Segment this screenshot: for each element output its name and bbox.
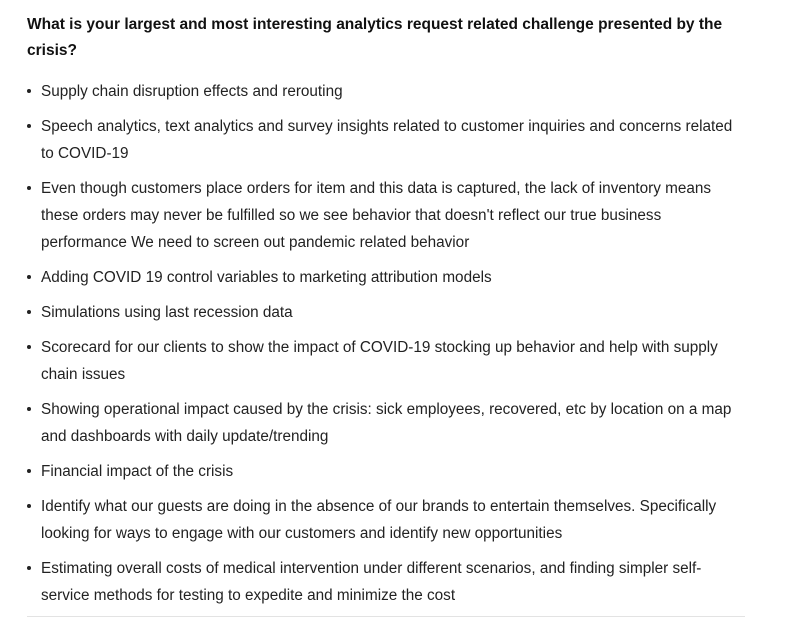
bullet-icon (27, 124, 31, 128)
list-item: Supply chain disruption effects and rero… (27, 78, 745, 105)
bullet-icon (27, 310, 31, 314)
list-item-text: Adding COVID 19 control variables to mar… (41, 269, 492, 286)
list-item: Speech analytics, text analytics and sur… (27, 113, 745, 167)
question-heading: What is your largest and most interestin… (27, 16, 723, 59)
bullet-icon (27, 504, 31, 508)
list-item-text: Estimating overall costs of medical inte… (41, 560, 702, 604)
list-item-text: Identify what our guests are doing in th… (41, 498, 717, 542)
list-item: Adding COVID 19 control variables to mar… (27, 264, 745, 291)
bullet-icon (27, 89, 31, 93)
bullet-icon (27, 186, 31, 190)
list-item: Even though customers place orders for i… (27, 175, 745, 256)
bullet-icon (27, 275, 31, 279)
list-item-text: Speech analytics, text analytics and sur… (41, 118, 733, 162)
list-item-text: Financial impact of the crisis (41, 463, 234, 480)
list-item: Estimating overall costs of medical inte… (27, 555, 745, 609)
list-item: Identify what our guests are doing in th… (27, 493, 745, 547)
answer-list: Supply chain disruption effects and rero… (27, 78, 745, 617)
list-item: Simulations using last recession data (27, 299, 745, 326)
list-item-text: Even though customers place orders for i… (41, 180, 712, 251)
list-item-text: Simulations using last recession data (41, 304, 293, 321)
bullet-icon (27, 566, 31, 570)
bullet-icon (27, 469, 31, 473)
list-item: Financial impact of the crisis (27, 458, 745, 485)
list-item: Showing operational impact caused by the… (27, 396, 745, 450)
bullet-icon (27, 407, 31, 411)
bottom-divider (27, 616, 745, 617)
list-item: Scorecard for our clients to show the im… (27, 334, 745, 388)
list-item-text: Showing operational impact caused by the… (41, 401, 732, 445)
bullet-icon (27, 345, 31, 349)
list-item-text: Scorecard for our clients to show the im… (41, 339, 718, 383)
list-item-text: Supply chain disruption effects and rero… (41, 83, 343, 100)
